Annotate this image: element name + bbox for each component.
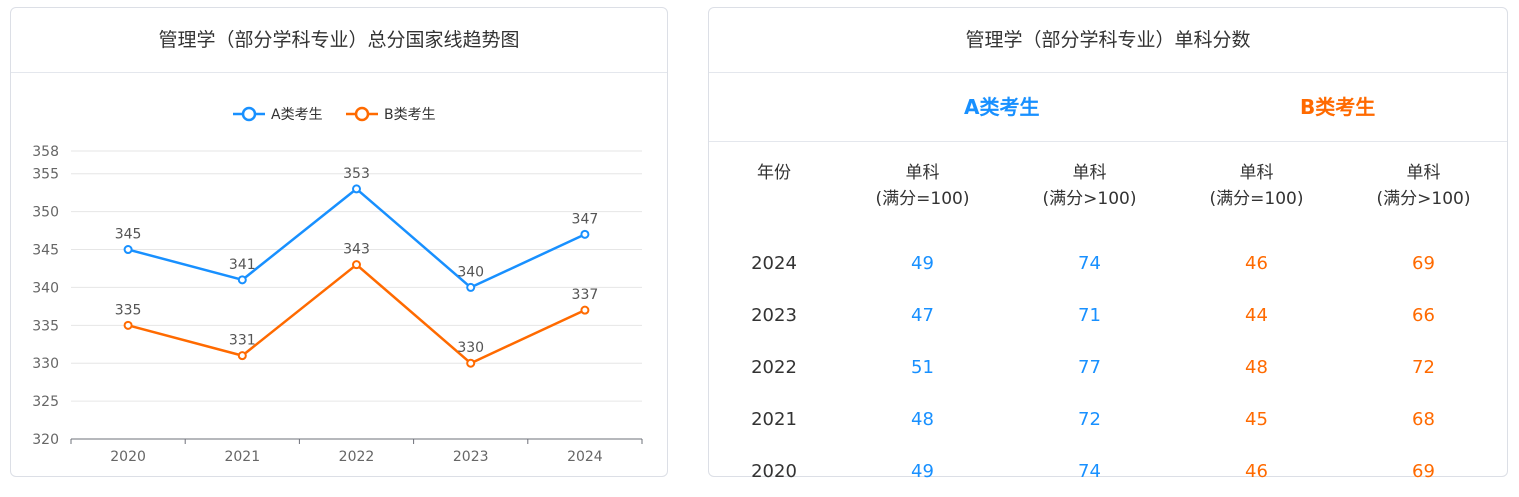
header-a-full100: 单科 (满分=100) bbox=[875, 163, 970, 209]
cell-b-over100: 69 bbox=[1412, 252, 1435, 274]
data-point bbox=[580, 229, 590, 239]
y-tick-label: 320 bbox=[32, 432, 59, 448]
cell-a-over100: 77 bbox=[1078, 356, 1101, 378]
cell-b-full100: 46 bbox=[1245, 252, 1268, 274]
series-line bbox=[127, 187, 586, 289]
data-point bbox=[352, 184, 361, 194]
y-tick-label: 355 bbox=[32, 167, 59, 183]
cell-b-over100: 69 bbox=[1412, 460, 1435, 482]
data-point bbox=[123, 245, 133, 255]
single-subject-title: 管理学（部分学科专业）单科分数 bbox=[709, 8, 1507, 73]
table-row: 2020 49 74 46 69 bbox=[709, 445, 1507, 497]
line-chart: 320 325 330 335 340 345 350 355 358 2020 2021 2022 2… bbox=[32, 106, 643, 465]
data-label: 331 bbox=[229, 333, 256, 349]
cell-year: 2021 bbox=[751, 408, 797, 430]
cell-b-over100: 68 bbox=[1412, 408, 1435, 430]
cell-a-full100: 48 bbox=[911, 408, 934, 430]
data-label: 347 bbox=[572, 211, 599, 227]
trend-chart-title: 管理学（部分学科专业）总分国家线趋势图 bbox=[11, 8, 667, 73]
data-point bbox=[237, 275, 247, 285]
header-a-over100: 单科 (满分>100) bbox=[1042, 163, 1137, 209]
data-point bbox=[123, 320, 133, 330]
legend-label: B类考生 bbox=[384, 107, 436, 123]
cell-a-full100: 49 bbox=[911, 460, 934, 482]
type-b-label: B类考生 bbox=[1300, 95, 1376, 119]
x-tick-label: 2022 bbox=[339, 449, 375, 465]
header-b-full100: 单科 (满分=100) bbox=[1209, 163, 1304, 209]
y-tick-label: 340 bbox=[32, 280, 59, 296]
header-b-over100: 单科 (满分>100) bbox=[1376, 163, 1471, 209]
data-point bbox=[466, 358, 476, 368]
table-row: 2024 49 74 46 69 bbox=[709, 237, 1507, 289]
x-tick-label: 2021 bbox=[224, 449, 260, 465]
cell-a-full100: 49 bbox=[911, 252, 934, 274]
cell-b-full100: 45 bbox=[1245, 408, 1268, 430]
x-tick-label: 2020 bbox=[110, 449, 146, 465]
cell-a-over100: 74 bbox=[1078, 252, 1101, 274]
cell-a-full100: 47 bbox=[911, 304, 934, 326]
data-label: 335 bbox=[115, 302, 142, 318]
header-year: 年份 bbox=[757, 163, 791, 183]
data-point bbox=[580, 305, 590, 315]
series-line bbox=[127, 263, 586, 365]
legend-marker bbox=[354, 106, 370, 122]
cell-b-full100: 46 bbox=[1245, 460, 1268, 482]
y-tick-label: 358 bbox=[32, 144, 59, 160]
trend-chart-card: 管理学（部分学科专业）总分国家线趋势图 320 325 330 335 340 345 35… bbox=[10, 7, 668, 477]
candidate-type-header: A类考生 B类考生 bbox=[709, 73, 1507, 142]
data-label: 337 bbox=[572, 287, 599, 303]
single-subject-card: 管理学（部分学科专业）单科分数 A类考生 B类考生 年份 单科 (满分=100) … bbox=[708, 7, 1508, 482]
cell-a-over100: 72 bbox=[1078, 408, 1101, 430]
x-tick-label: 2023 bbox=[453, 449, 489, 465]
table-header-row: 年份 单科 (满分=100) 单科 (满分>100) 单科 (满分=100) 单科 (满… bbox=[709, 143, 1507, 237]
y-tick-label: 345 bbox=[32, 243, 59, 259]
cell-a-over100: 71 bbox=[1078, 304, 1101, 326]
cell-b-full100: 48 bbox=[1245, 356, 1268, 378]
table-row: 2023 47 71 44 66 bbox=[709, 289, 1507, 341]
data-label: 341 bbox=[229, 257, 256, 273]
y-tick-label: 335 bbox=[32, 318, 59, 334]
y-tick-label: 330 bbox=[32, 356, 59, 372]
y-tick-label: 350 bbox=[32, 205, 59, 221]
table-row: 2022 51 77 48 72 bbox=[709, 341, 1507, 393]
scores-table: 年份 单科 (满分=100) 单科 (满分>100) 单科 (满分=100) 单科 (满… bbox=[709, 143, 1507, 497]
cell-year: 2022 bbox=[751, 356, 797, 378]
cell-year: 2020 bbox=[751, 460, 797, 482]
type-a-label: A类考生 bbox=[964, 95, 1040, 119]
cell-b-over100: 72 bbox=[1412, 356, 1435, 378]
cell-b-full100: 44 bbox=[1245, 304, 1268, 326]
data-point bbox=[466, 282, 476, 292]
x-tick-label: 2024 bbox=[567, 449, 603, 465]
cell-b-over100: 66 bbox=[1412, 304, 1435, 326]
y-tick-label: 325 bbox=[32, 394, 59, 410]
data-label: 343 bbox=[343, 242, 370, 258]
data-label: 345 bbox=[115, 227, 142, 243]
data-label: 353 bbox=[343, 166, 370, 182]
data-point bbox=[237, 351, 247, 361]
data-label: 340 bbox=[457, 264, 484, 280]
cell-a-over100: 74 bbox=[1078, 460, 1101, 482]
data-point bbox=[352, 260, 361, 270]
data-label: 330 bbox=[457, 340, 484, 356]
table-row: 2021 48 72 45 68 bbox=[709, 393, 1507, 445]
legend-label: A类考生 bbox=[271, 107, 323, 123]
cell-year: 2023 bbox=[751, 304, 797, 326]
legend-marker bbox=[241, 106, 257, 122]
cell-a-full100: 51 bbox=[911, 356, 934, 378]
cell-year: 2024 bbox=[751, 252, 797, 274]
